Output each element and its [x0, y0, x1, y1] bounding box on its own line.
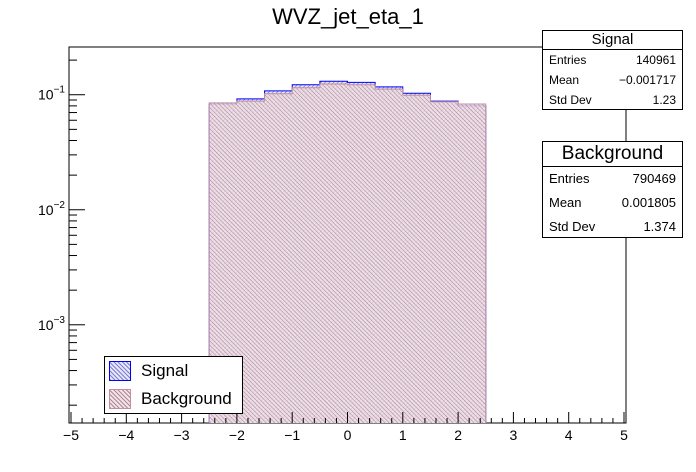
- stat-row: Std Dev 1.23: [543, 90, 682, 110]
- x-tick-label: 1: [399, 427, 407, 443]
- signal-stats-title: Signal: [543, 31, 682, 50]
- stat-label: Entries: [549, 171, 590, 186]
- background-bar: [319, 83, 348, 424]
- stat-value: 790469: [632, 171, 676, 186]
- background-stats-title: Background: [543, 142, 682, 167]
- stat-row: Mean −0.001717: [543, 70, 682, 90]
- stat-label: Std Dev: [549, 93, 592, 107]
- x-tick-label: −2: [229, 427, 245, 443]
- y-tick-label: 10−3: [38, 315, 65, 333]
- x-tick-label: 4: [565, 427, 573, 443]
- background-stats-box: Background Entries 790469 Mean 0.001805 …: [542, 141, 683, 238]
- background-bar: [402, 95, 431, 424]
- stat-label: Std Dev: [549, 219, 596, 234]
- background-bar: [264, 93, 293, 423]
- y-tick-label: 10−1: [38, 85, 65, 103]
- stat-row: Entries 790469: [543, 167, 682, 191]
- background-bar: [430, 101, 459, 423]
- legend-entry-background: Background: [105, 385, 242, 413]
- stat-value: 1.374: [643, 219, 676, 234]
- axes: −5 −4 −3 −2 −1 0 1 2 3 4 5 10−1 10−2 10−3: [38, 59, 628, 443]
- background-bar: [292, 87, 320, 423]
- background-bar: [347, 84, 376, 423]
- x-tick-label: −5: [63, 427, 79, 443]
- legend: Signal Background: [104, 356, 243, 414]
- background-bar: [458, 104, 486, 423]
- signal-outline: [208, 80, 487, 423]
- stat-value: −0.001717: [618, 73, 676, 87]
- x-tick-label: 5: [620, 427, 628, 443]
- chart-title: WVZ_jet_eta_1: [272, 4, 424, 29]
- x-tick-label: −3: [174, 427, 190, 443]
- x-tick-label: −1: [284, 427, 300, 443]
- x-tick-label: 3: [510, 427, 518, 443]
- stat-label: Mean: [549, 195, 582, 210]
- x-tick-label: −4: [118, 427, 134, 443]
- y-tick-label: 10−2: [38, 200, 65, 218]
- legend-label-signal: Signal: [141, 361, 189, 380]
- background-series: [208, 83, 487, 424]
- x-tick-label: 0: [344, 427, 352, 443]
- stat-row: Mean 0.001805: [543, 191, 682, 215]
- stat-value: 140961: [635, 53, 676, 67]
- signal-stats-box: Signal Entries 140961 Mean −0.001717 Std…: [542, 30, 683, 110]
- stat-label: Mean: [549, 73, 580, 87]
- stat-label: Entries: [549, 53, 587, 67]
- background-outline: [208, 83, 487, 423]
- legend-entry-signal: Signal: [105, 357, 242, 385]
- background-bar: [375, 89, 403, 423]
- legend-swatch-background: [109, 389, 131, 409]
- stat-value: 1.23: [652, 93, 676, 107]
- stat-value: 0.001805: [621, 195, 676, 210]
- x-tick-label: 2: [454, 427, 462, 443]
- legend-swatch-signal: [109, 361, 131, 381]
- stat-row: Entries 140961: [543, 50, 682, 70]
- legend-label-background: Background: [141, 389, 232, 408]
- stat-row: Std Dev 1.374: [543, 215, 682, 239]
